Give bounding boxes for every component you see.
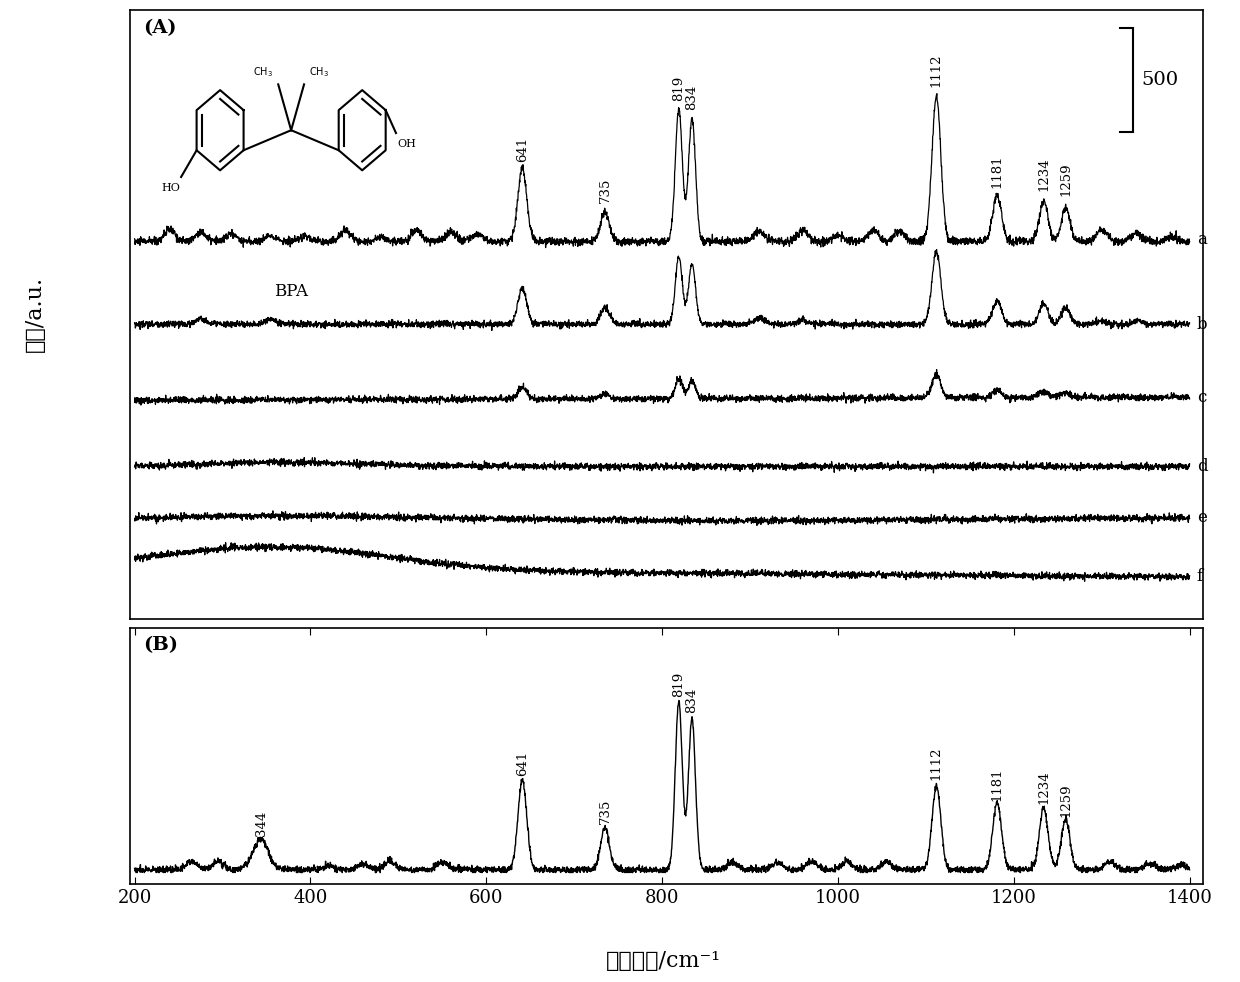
Text: 819: 819 [672,672,686,697]
Text: 1112: 1112 [930,54,942,87]
Text: 1259: 1259 [1059,784,1073,817]
Text: 1181: 1181 [991,155,1003,189]
Text: 641: 641 [516,136,528,162]
Text: e: e [1197,510,1207,526]
Text: OH: OH [397,138,417,149]
Text: c: c [1197,389,1207,406]
Text: 500: 500 [1142,71,1179,88]
Text: 拉曼位移/cm⁻¹: 拉曼位移/cm⁻¹ [606,951,720,972]
Text: HO: HO [161,183,180,192]
Text: (A): (A) [143,19,176,37]
Text: f: f [1197,569,1203,585]
Text: a: a [1197,231,1207,247]
Text: 735: 735 [599,798,611,824]
Text: 1181: 1181 [991,768,1003,801]
Text: d: d [1197,458,1208,475]
Text: 1234: 1234 [1037,771,1050,804]
Text: 834: 834 [686,84,698,110]
Text: 1259: 1259 [1059,163,1073,196]
Text: CH$_3$: CH$_3$ [253,65,273,79]
Text: (B): (B) [143,636,179,654]
Text: b: b [1197,315,1208,333]
Text: BPA: BPA [274,283,309,300]
Text: CH$_3$: CH$_3$ [309,65,330,79]
Text: 641: 641 [516,750,528,776]
Text: 819: 819 [672,76,686,101]
Text: 735: 735 [599,178,611,203]
Text: 834: 834 [686,688,698,713]
Text: 1112: 1112 [930,746,942,780]
Text: 1234: 1234 [1037,157,1050,191]
Text: 强度/a.u.: 强度/a.u. [24,276,46,353]
Text: 344: 344 [254,810,268,836]
